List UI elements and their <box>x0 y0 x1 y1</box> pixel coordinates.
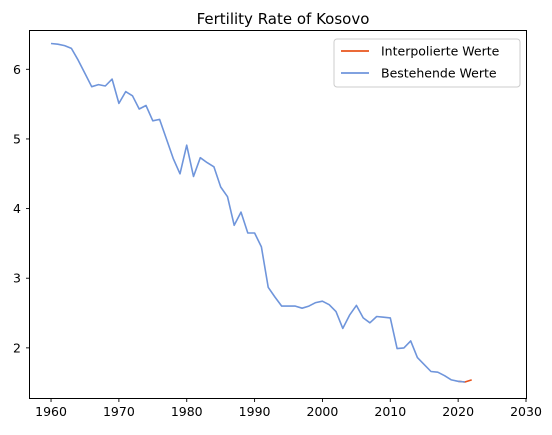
y-tick-label: 2 <box>13 340 21 355</box>
legend-label-0: Interpolierte Werte <box>381 44 500 59</box>
x-tick-label: 1960 <box>35 404 67 419</box>
legend: Interpolierte Werte Bestehende Werte <box>334 39 520 87</box>
y-tick-label: 3 <box>13 271 21 286</box>
x-tick-label: 1980 <box>171 404 203 419</box>
y-tick-label: 6 <box>13 62 21 77</box>
x-tick-label: 1990 <box>239 404 271 419</box>
x-tick-label: 2030 <box>510 404 542 419</box>
y-tick-label: 4 <box>13 201 21 216</box>
y-tick-label: 5 <box>13 131 21 146</box>
x-tick-label: 2000 <box>307 404 339 419</box>
x-tick-label: 1970 <box>103 404 135 419</box>
legend-label-1: Bestehende Werte <box>381 66 497 81</box>
chart-title: Fertility Rate of Kosovo <box>197 10 370 28</box>
x-tick-label: 2020 <box>442 404 474 419</box>
x-tick-label: 2010 <box>374 404 406 419</box>
